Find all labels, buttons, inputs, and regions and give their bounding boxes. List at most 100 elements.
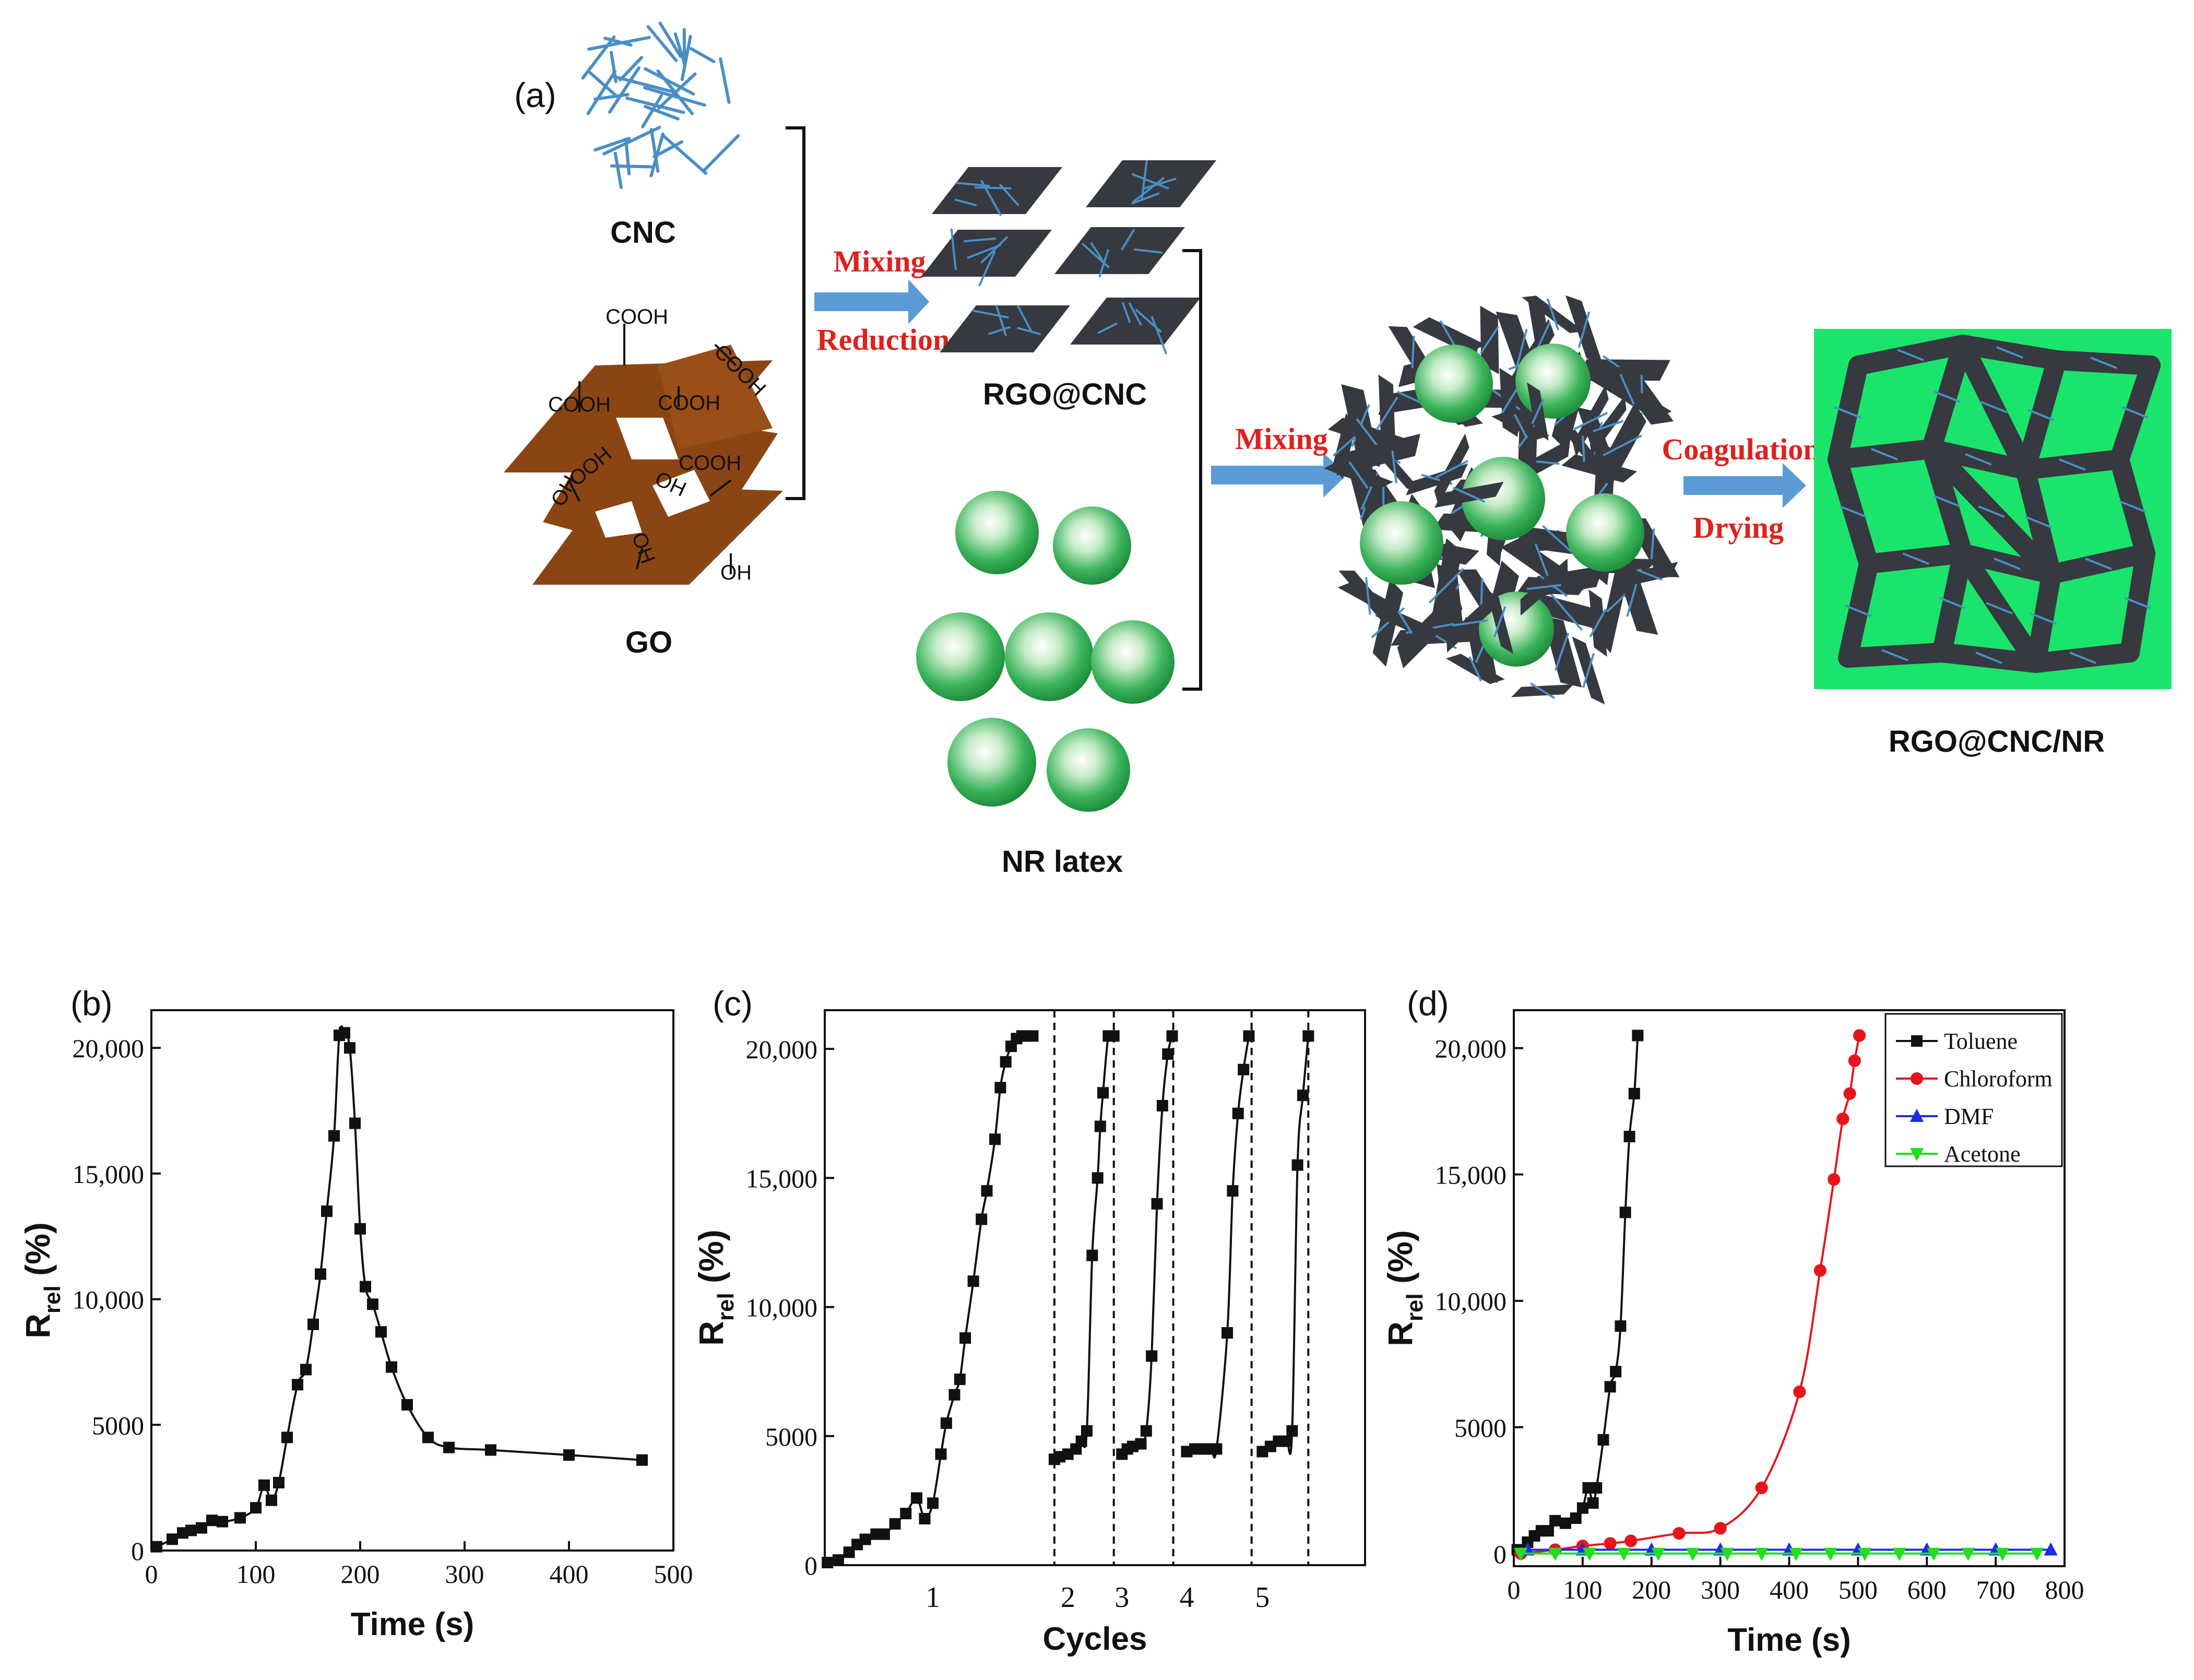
data-point	[1927, 1547, 1941, 1561]
data-point	[927, 1497, 939, 1509]
data-point	[954, 1374, 966, 1386]
data-point	[151, 1541, 162, 1553]
data-point	[822, 1557, 834, 1569]
data-point	[910, 1492, 922, 1504]
x-tick-label: 800	[2045, 1575, 2084, 1604]
data-point	[1549, 1515, 1561, 1527]
data-point	[1789, 1547, 1803, 1561]
x-tick-label: 100	[1563, 1575, 1602, 1604]
latex-rgo-mixture-icon	[1324, 295, 1680, 705]
x-tick-label: 500	[1839, 1575, 1878, 1604]
data-point	[1570, 1512, 1582, 1524]
y-tick-label: 5000	[765, 1422, 817, 1451]
rgo-cnc-label: RGO@CNC	[983, 377, 1147, 411]
data-point	[367, 1298, 378, 1310]
data-point	[354, 1223, 366, 1235]
data-point	[1617, 1547, 1631, 1561]
x-tick-label: 0	[1508, 1575, 1521, 1604]
legend-marker	[1911, 1035, 1923, 1047]
data-point	[878, 1528, 890, 1540]
data-point	[273, 1477, 284, 1489]
x-tick-label: 0	[145, 1559, 158, 1589]
data-point	[1892, 1547, 1906, 1561]
cycle-label: 4	[1179, 1581, 1194, 1614]
data-point	[401, 1399, 413, 1411]
data-point	[1576, 1502, 1588, 1514]
arrow2-text-1: Mixing	[1235, 422, 1327, 456]
data-point	[994, 1082, 1006, 1094]
chart-c: (c) 0 5000 10,000 15,000 20,000 1 2 3 4 5 Cycles Rr…	[692, 984, 1366, 1657]
data-point	[1828, 1173, 1841, 1186]
chart-b: (b) 0 5000 10,000 15,000 20,000 0 100 200 300 400…	[18, 984, 693, 1642]
svg-text:COOH: COOH	[679, 452, 741, 475]
series-line-r-rel-1	[827, 1035, 1033, 1564]
legend-label: Toluene	[1944, 1028, 2018, 1054]
data-point	[1686, 1547, 1700, 1561]
data-point	[1597, 1434, 1609, 1446]
data-point	[1587, 1497, 1599, 1509]
data-point	[1286, 1425, 1298, 1437]
legend-label: DMF	[1944, 1104, 1994, 1129]
data-point	[375, 1326, 387, 1338]
svg-text:COOH: COOH	[548, 393, 611, 416]
svg-text:OH: OH	[720, 561, 752, 584]
nr-latex-particles-icon	[916, 491, 1175, 812]
data-point	[1615, 1320, 1627, 1332]
arrow-mixing-reduction-icon	[814, 279, 929, 324]
arrow3-text-1: Coagulation	[1662, 432, 1820, 466]
y-tick-label: 5000	[92, 1411, 144, 1440]
x-tick-label: 100	[236, 1559, 276, 1589]
arrow1-text-1: Mixing	[833, 244, 926, 278]
data-point	[981, 1185, 993, 1197]
y-tick-label: 15,000	[1435, 1161, 1507, 1190]
y-tick-label: 20,000	[746, 1035, 818, 1064]
x-axis-title: Cycles	[1043, 1621, 1147, 1657]
data-point	[976, 1213, 988, 1225]
data-point	[1623, 1131, 1635, 1143]
data-point	[1243, 1030, 1255, 1042]
scheme-panel: (a) CNC COOH COOH	[504, 21, 2172, 879]
series-line-r-rel-3	[1121, 1035, 1173, 1455]
go-sheets-icon	[504, 324, 783, 585]
cycle-label: 5	[1255, 1581, 1270, 1614]
data-point	[1232, 1107, 1244, 1119]
data-point	[919, 1513, 931, 1525]
y-tick-label: 0	[1493, 1540, 1507, 1569]
data-point	[1542, 1525, 1554, 1537]
arrow-coagulation-drying-icon	[1683, 463, 1806, 508]
data-point	[217, 1516, 228, 1528]
data-point	[250, 1502, 262, 1514]
arrow3-text-2: Drying	[1693, 511, 1784, 545]
svg-text:COOH: COOH	[606, 305, 668, 328]
data-point	[563, 1449, 575, 1461]
data-point	[1996, 1547, 2010, 1561]
rgo-cnc-sheets-icon	[921, 160, 1216, 354]
y-tick-label: 0	[804, 1551, 817, 1580]
data-point	[1211, 1443, 1223, 1455]
panel-label-a: (a)	[514, 76, 556, 114]
data-point	[900, 1508, 912, 1520]
y-tick-label: 10,000	[1435, 1287, 1507, 1316]
data-point	[206, 1515, 218, 1527]
data-point	[1081, 1425, 1093, 1437]
arrow-mixing-icon	[1211, 453, 1347, 498]
data-point	[1582, 1547, 1597, 1561]
data-point	[1632, 1030, 1644, 1042]
y-tick-label: 0	[131, 1536, 144, 1566]
legend-label: Chloroform	[1944, 1066, 2053, 1092]
series-line-toluene	[1516, 1035, 1639, 1551]
x-tick-label: 300	[445, 1559, 484, 1589]
data-point	[485, 1444, 496, 1456]
data-point	[1591, 1482, 1603, 1494]
y-tick-label: 5000	[1454, 1413, 1507, 1442]
y-tick-label: 10,000	[746, 1293, 818, 1322]
data-point	[1166, 1030, 1178, 1042]
data-point	[196, 1522, 207, 1534]
x-tick-label: 700	[1976, 1575, 2015, 1604]
data-point	[344, 1042, 355, 1054]
data-point	[959, 1332, 971, 1344]
data-point	[1548, 1547, 1562, 1561]
data-point	[832, 1554, 844, 1566]
data-point	[1092, 1172, 1104, 1184]
data-point	[1302, 1030, 1314, 1042]
